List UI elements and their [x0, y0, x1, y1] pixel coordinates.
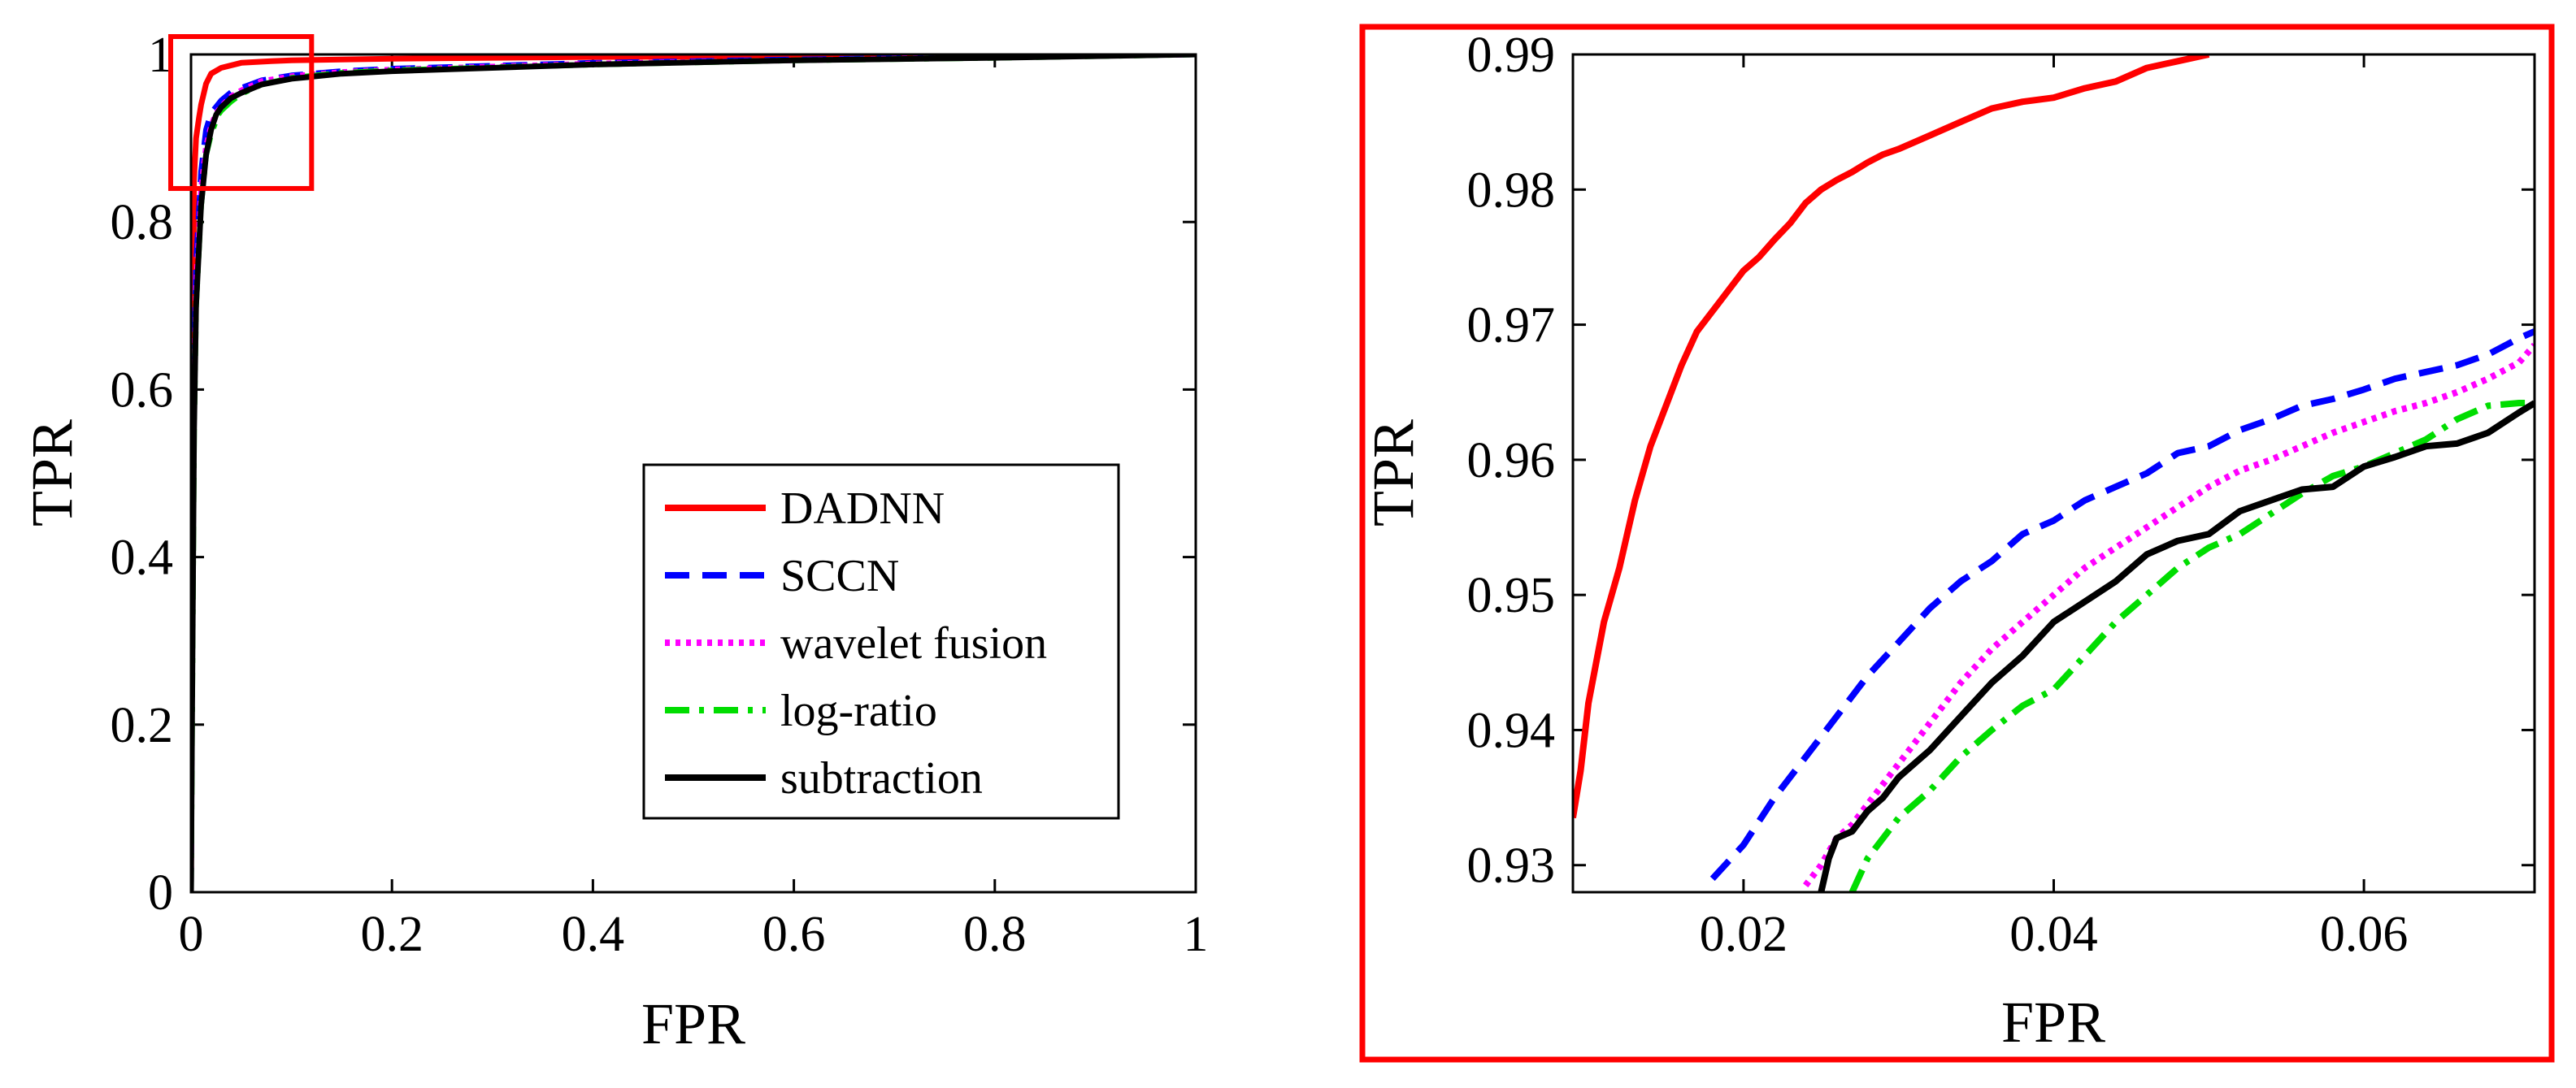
legend: DADNN SCCN wavelet fusion log-ratio subt… — [642, 463, 1120, 820]
full-roc-y-tick-label: 0.2 — [111, 698, 174, 753]
zoomed-roc-y-axis-title: TPR — [1361, 419, 1426, 527]
zoomed-roc-frame — [1359, 24, 2555, 1063]
full-roc-x-tick-label: 1 — [1184, 907, 1209, 962]
zoomed-roc-series-log-ratio — [1848, 400, 2535, 892]
zoomed-roc-plot-area — [1573, 54, 2535, 892]
legend-label-dadnn: DADNN — [780, 483, 945, 534]
zoomed-roc-series-sccn — [1709, 328, 2535, 882]
zoomed-roc-x-tick-label: 0.02 — [1700, 907, 1788, 962]
full-roc-x-tick-label: 0.2 — [360, 907, 424, 962]
zoomed-roc-ticks — [1573, 53, 2535, 892]
full-roc-y-tick-label: 0.8 — [111, 195, 174, 250]
zoomed-roc-tick-labels: 0.02 0.04 0.06 0.93 0.94 0.95 0.96 0.97 0.98 0.99 — [1467, 28, 2409, 962]
zoom-region-marker — [168, 34, 315, 191]
full-roc-x-tick-label: 0.6 — [762, 907, 826, 962]
full-roc-axes-box — [189, 53, 1197, 894]
zoomed-roc-series-group — [1573, 54, 2535, 892]
zoomed-roc-y-tick-label: 0.98 — [1467, 163, 1556, 218]
full-roc-y-tick-label: 0.6 — [111, 362, 174, 418]
zoomed-roc-series-wavelet-fusion — [1803, 342, 2535, 888]
zoomed-roc-axes-box — [1571, 53, 2536, 894]
full-roc-x-tick-label: 0.4 — [562, 907, 625, 962]
zoomed-roc-y-tick-label: 0.99 — [1467, 28, 1556, 83]
legend-label-wavelet-fusion: wavelet fusion — [780, 618, 1047, 669]
legend-box — [642, 463, 1120, 820]
full-roc-series-subtraction — [191, 54, 1196, 892]
legend-label-sccn: SCCN — [780, 551, 899, 601]
full-roc-series-dadnn — [191, 54, 1196, 892]
legend-label-subtraction: subtraction — [780, 753, 983, 804]
zoomed-roc-x-tick-label: 0.06 — [2320, 907, 2409, 962]
zoomed-roc-y-tick-label: 0.94 — [1467, 703, 1556, 758]
zoomed-roc-x-axis-title: FPR — [2001, 990, 2105, 1055]
full-roc-series-group — [191, 54, 1196, 892]
zoomed-roc-y-tick-label: 0.96 — [1467, 433, 1556, 488]
full-roc-x-tick-label: 0 — [179, 907, 204, 962]
legend-label-log-ratio: log-ratio — [780, 686, 937, 736]
full-roc-panel: 0 0.2 0.4 0.6 0.8 100.20.40.60.81 FPR TPR DAD… — [20, 28, 1209, 1056]
zoomed-roc-y-tick-label: 0.95 — [1467, 568, 1556, 623]
full-roc-y-tick-label: 0 — [148, 865, 173, 921]
zoomed-roc-series-dadnn — [1573, 54, 2210, 819]
zoomed-roc-series-subtraction — [1818, 400, 2535, 892]
full-roc-y-tick-label: 0.4 — [111, 531, 174, 586]
zoomed-roc-y-tick-label: 0.97 — [1467, 298, 1556, 353]
full-roc-y-axis-title: TPR — [20, 419, 85, 527]
full-roc-x-tick-label: 0.8 — [963, 907, 1027, 962]
full-roc-tick-labels: 0 0.2 0.4 0.6 0.8 100.20.40.60.81 — [111, 28, 1209, 962]
zoomed-roc-y-tick-label: 0.93 — [1467, 839, 1556, 894]
full-roc-x-axis-title: FPR — [641, 991, 745, 1056]
zoomed-roc-panel: 0.02 0.04 0.06 0.93 0.94 0.95 0.96 0.97 0.98 0.99… — [1359, 24, 2555, 1063]
zoomed-roc-x-tick-label: 0.04 — [2009, 907, 2098, 962]
